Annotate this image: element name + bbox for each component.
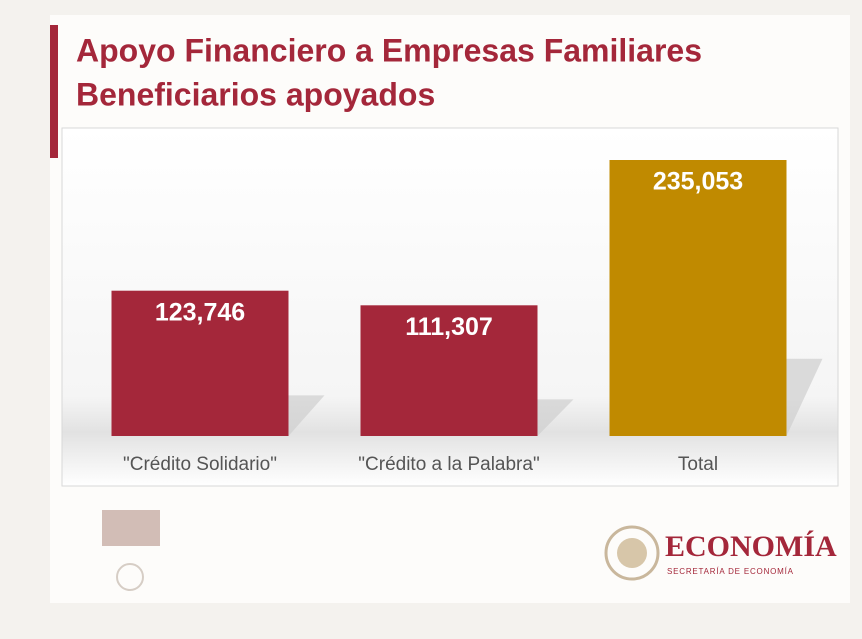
value-label: 111,307 [405, 313, 493, 341]
chart-title: Apoyo Financiero a Empresas Familiares [76, 32, 702, 68]
logo: ECONOMÍA SECRETARÍA DE ECONOMÍA [604, 525, 837, 581]
value-label: 235,053 [653, 168, 743, 196]
accent-bar [50, 25, 58, 158]
x-tick-label: "Crédito Solidario" [123, 454, 277, 475]
bar-shadow [288, 395, 325, 436]
x-tick-label: Total [678, 454, 718, 475]
bar [360, 305, 538, 436]
logo-title: ECONOMÍA [665, 530, 837, 563]
bar-shadow [786, 358, 823, 436]
value-label: 123,746 [155, 298, 245, 326]
left-emblem [102, 510, 160, 591]
bar-shadow [537, 399, 574, 436]
x-tick-label: "Crédito a la Palabra" [358, 454, 539, 475]
logo-subtitle: SECRETARÍA DE ECONOMÍA [667, 567, 794, 576]
bar [609, 160, 787, 436]
bar [111, 290, 289, 436]
plot: 123,746 "Crédito Solidario" 111,307 "Crédit… [111, 160, 823, 475]
chart-subtitle: Beneficiarios apoyados [76, 76, 435, 112]
